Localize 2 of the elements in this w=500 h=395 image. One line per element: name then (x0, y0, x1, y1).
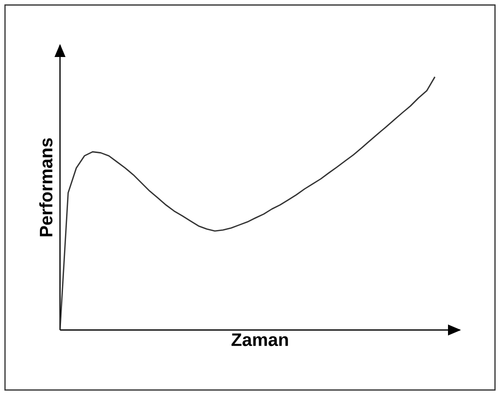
y-axis-title: Performans (39, 138, 52, 236)
x-axis-title: Zaman (232, 334, 288, 346)
